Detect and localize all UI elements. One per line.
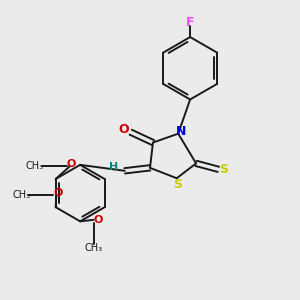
Text: F: F [186,16,194,29]
Text: O: O [119,123,130,136]
Text: CH₃: CH₃ [26,161,44,171]
Text: H: H [109,162,118,172]
Text: O: O [94,215,103,225]
Text: CH₃: CH₃ [85,243,103,253]
Text: S: S [219,163,228,176]
Text: S: S [173,178,182,191]
Text: O: O [53,188,62,198]
Text: N: N [176,125,186,138]
Text: CH₃: CH₃ [13,190,31,200]
Text: O: O [67,159,76,169]
